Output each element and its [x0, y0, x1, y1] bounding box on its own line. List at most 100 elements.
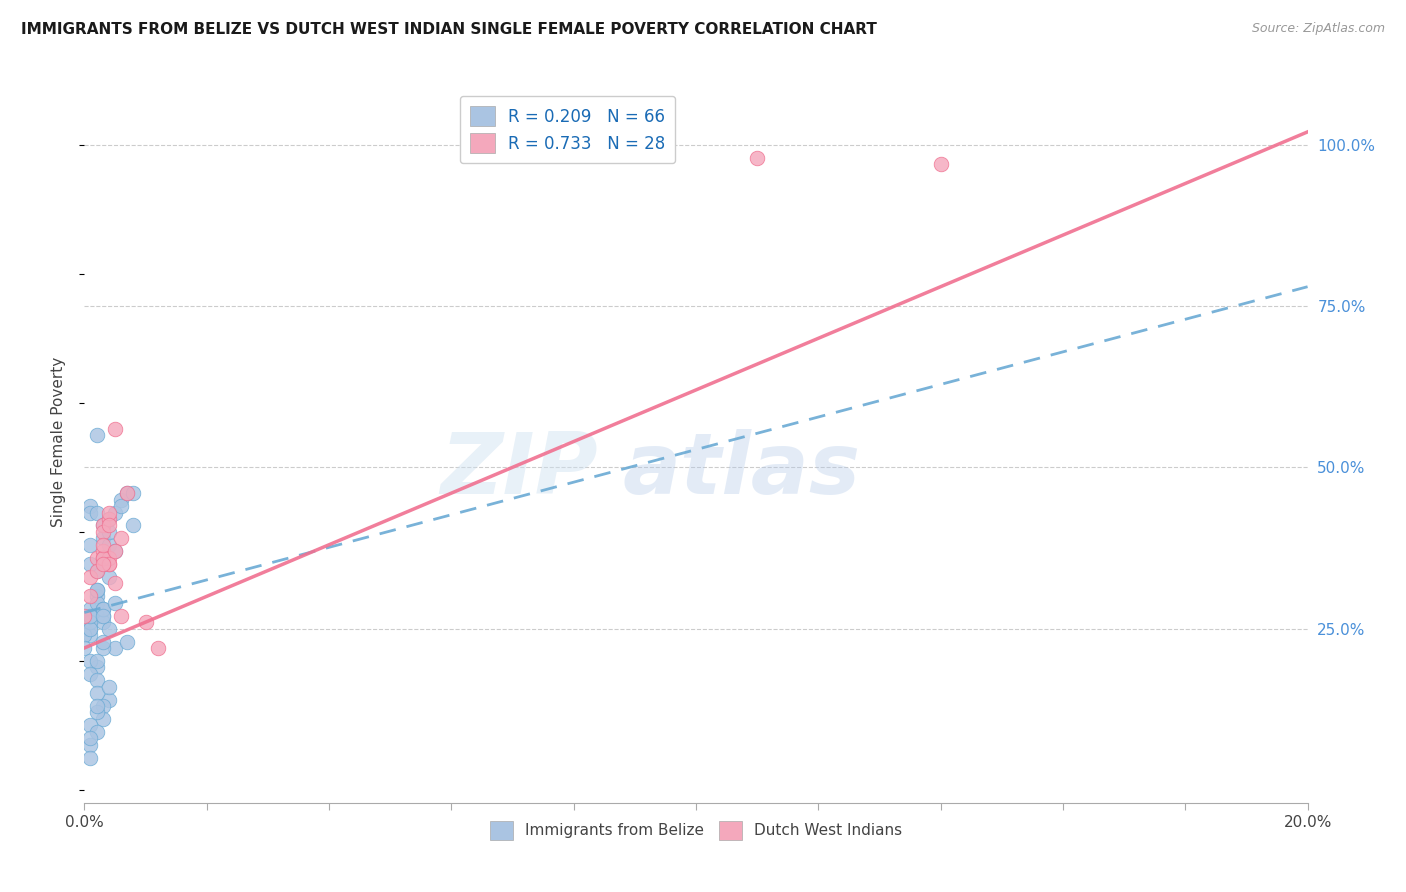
Point	[73, 615, 96, 630]
Point	[86, 506, 108, 520]
Point	[91, 550, 114, 565]
Y-axis label: Single Female Poverty: Single Female Poverty	[51, 357, 66, 526]
Point	[97, 524, 120, 539]
Point	[97, 512, 120, 526]
Point	[79, 731, 101, 746]
Point	[86, 596, 108, 610]
Point	[73, 608, 96, 623]
Point	[86, 654, 108, 668]
Point	[79, 499, 101, 513]
Point	[122, 518, 145, 533]
Point	[97, 538, 120, 552]
Point	[91, 608, 114, 623]
Point	[79, 557, 101, 571]
Point	[104, 640, 127, 655]
Point	[79, 666, 101, 681]
Point	[86, 699, 108, 714]
Point	[97, 550, 120, 565]
Text: Source: ZipAtlas.com: Source: ZipAtlas.com	[1251, 22, 1385, 36]
Point	[79, 750, 101, 764]
Point	[79, 622, 101, 636]
Point	[91, 544, 114, 558]
Legend: Immigrants from Belize, Dutch West Indians: Immigrants from Belize, Dutch West India…	[484, 815, 908, 846]
Point	[929, 157, 952, 171]
Point	[91, 634, 114, 648]
Point	[104, 596, 127, 610]
Point	[97, 680, 120, 694]
Point	[115, 486, 138, 500]
Point	[91, 550, 114, 565]
Point	[86, 724, 108, 739]
Point	[104, 544, 127, 558]
Point	[747, 151, 769, 165]
Point	[97, 557, 120, 571]
Point	[91, 538, 114, 552]
Point	[79, 506, 101, 520]
Point	[86, 582, 108, 597]
Point	[110, 531, 132, 545]
Point	[91, 557, 114, 571]
Point	[91, 615, 114, 630]
Point	[79, 622, 101, 636]
Point	[86, 660, 108, 674]
Point	[91, 640, 114, 655]
Point	[104, 576, 127, 591]
Point	[86, 673, 108, 688]
Point	[110, 499, 132, 513]
Point	[91, 602, 114, 616]
Text: ZIP: ZIP	[440, 429, 598, 512]
Point	[86, 608, 108, 623]
Point	[91, 550, 114, 565]
Point	[146, 640, 169, 655]
Point	[97, 518, 120, 533]
Point	[91, 518, 114, 533]
Point	[86, 550, 108, 565]
Point	[110, 492, 132, 507]
Point	[110, 608, 132, 623]
Point	[86, 428, 108, 442]
Point	[86, 686, 108, 700]
Point	[73, 628, 96, 642]
Point	[104, 544, 127, 558]
Point	[91, 602, 114, 616]
Point	[79, 654, 101, 668]
Point	[73, 640, 96, 655]
Point	[104, 422, 127, 436]
Point	[122, 486, 145, 500]
Point	[97, 512, 120, 526]
Point	[91, 524, 114, 539]
Point	[79, 615, 101, 630]
Point	[91, 712, 114, 726]
Point	[91, 531, 114, 545]
Point	[79, 628, 101, 642]
Point	[79, 738, 101, 752]
Point	[135, 615, 157, 630]
Point	[79, 590, 101, 604]
Point	[73, 608, 96, 623]
Point	[97, 506, 120, 520]
Point	[86, 582, 108, 597]
Point	[97, 570, 120, 584]
Point	[115, 486, 138, 500]
Point	[79, 718, 101, 732]
Point	[115, 634, 138, 648]
Point	[97, 557, 120, 571]
Text: atlas: atlas	[623, 429, 860, 512]
Point	[91, 518, 114, 533]
Text: IMMIGRANTS FROM BELIZE VS DUTCH WEST INDIAN SINGLE FEMALE POVERTY CORRELATION CH: IMMIGRANTS FROM BELIZE VS DUTCH WEST IND…	[21, 22, 877, 37]
Point	[91, 608, 114, 623]
Point	[79, 608, 101, 623]
Point	[86, 590, 108, 604]
Point	[97, 622, 120, 636]
Point	[97, 692, 120, 706]
Point	[73, 622, 96, 636]
Point	[79, 602, 101, 616]
Point	[104, 506, 127, 520]
Point	[86, 564, 108, 578]
Point	[79, 570, 101, 584]
Point	[91, 557, 114, 571]
Point	[86, 564, 108, 578]
Point	[86, 706, 108, 720]
Point	[91, 699, 114, 714]
Point	[79, 538, 101, 552]
